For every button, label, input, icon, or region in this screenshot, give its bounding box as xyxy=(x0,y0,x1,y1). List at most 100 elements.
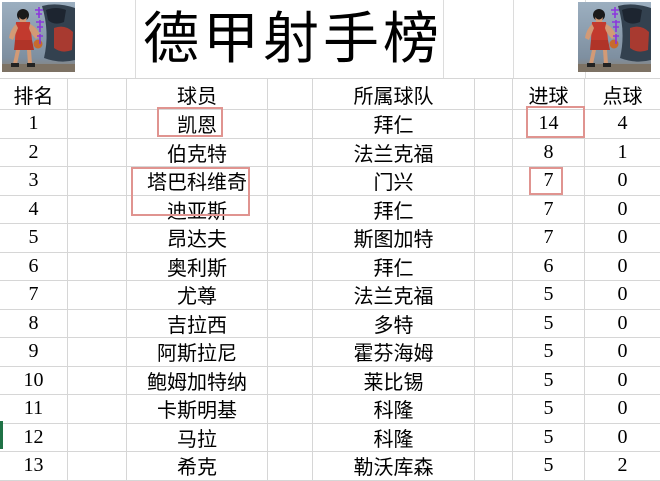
team-cell[interactable]: 拜仁 xyxy=(313,252,475,281)
spacer-cell[interactable] xyxy=(68,110,127,139)
penalties-cell[interactable]: 0 xyxy=(585,224,660,253)
rank-cell[interactable]: 6 xyxy=(0,252,68,281)
penalties-cell[interactable]: 2 xyxy=(585,452,660,481)
team-cell[interactable]: 多特 xyxy=(313,309,475,338)
spacer-cell[interactable] xyxy=(475,138,513,167)
spacer-cell[interactable] xyxy=(68,167,127,196)
penalties-cell[interactable]: 0 xyxy=(585,253,660,281)
spacer-cell[interactable] xyxy=(68,423,127,452)
player-cell[interactable]: 尤尊 xyxy=(127,281,268,310)
rank-cell[interactable]: 10 xyxy=(0,366,68,395)
goals-cell[interactable]: 5 xyxy=(513,452,585,481)
spacer-cell[interactable] xyxy=(68,338,127,367)
team-cell[interactable]: 莱比锡 xyxy=(313,366,475,395)
spacer-cell[interactable] xyxy=(475,423,513,452)
rank-cell[interactable]: 1 xyxy=(0,110,68,139)
spacer-cell[interactable] xyxy=(268,224,313,253)
spacer-cell[interactable] xyxy=(68,79,127,110)
goals-cell[interactable]: 7 xyxy=(513,167,585,196)
spacer-cell[interactable] xyxy=(475,366,513,395)
spacer-cell[interactable] xyxy=(68,195,127,224)
player-cell[interactable]: 阿斯拉尼 xyxy=(127,338,268,367)
team-cell[interactable]: 法兰克福 xyxy=(313,138,475,167)
penalties-cell[interactable]: 0 xyxy=(585,281,660,310)
spacer-cell[interactable] xyxy=(475,338,513,367)
spacer-cell[interactable] xyxy=(268,252,313,281)
spacer-cell[interactable] xyxy=(475,224,513,253)
penalties-cell[interactable]: 0 xyxy=(585,167,660,196)
spacer-cell[interactable] xyxy=(268,79,313,110)
goals-cell[interactable]: 7 xyxy=(513,224,585,253)
spacer-cell[interactable] xyxy=(268,110,313,139)
penalties-cell[interactable]: 0 xyxy=(585,395,660,424)
team-cell[interactable]: 科隆 xyxy=(313,395,475,424)
spacer-cell[interactable] xyxy=(268,195,313,224)
spacer-cell[interactable] xyxy=(475,110,513,139)
player-cell[interactable]: 希克 xyxy=(127,452,268,481)
spacer-cell[interactable] xyxy=(68,252,127,281)
rank-cell[interactable]: 4 xyxy=(0,195,68,224)
header-team[interactable]: 所属球队 xyxy=(313,79,475,110)
rank-cell[interactable]: 8 xyxy=(0,309,68,338)
spacer-cell[interactable] xyxy=(68,309,127,338)
goals-cell[interactable]: 7 xyxy=(513,195,585,224)
rank-cell[interactable]: 3 xyxy=(0,167,68,196)
penalties-cell[interactable]: 0 xyxy=(585,424,660,452)
spacer-cell[interactable] xyxy=(68,366,127,395)
rank-cell[interactable]: 12 xyxy=(0,423,68,452)
player-cell[interactable]: 伯克特 xyxy=(127,138,268,167)
spacer-cell[interactable] xyxy=(68,281,127,310)
spacer-cell[interactable] xyxy=(268,452,313,481)
player-cell[interactable]: 吉拉西 xyxy=(127,309,268,338)
player-cell[interactable]: 昂达夫 xyxy=(127,224,268,253)
player-cell[interactable]: 马拉 xyxy=(127,423,268,452)
rank-cell[interactable]: 7 xyxy=(0,281,68,310)
team-cell[interactable]: 斯图加特 xyxy=(313,224,475,253)
spacer-cell[interactable] xyxy=(68,224,127,253)
player-cell[interactable]: 塔巴科维奇 xyxy=(127,167,268,196)
goals-cell[interactable]: 6 xyxy=(513,252,585,281)
goals-cell[interactable]: 5 xyxy=(513,423,585,452)
penalties-cell[interactable]: 0 xyxy=(585,310,660,338)
rank-cell[interactable]: 11 xyxy=(0,395,68,424)
spacer-cell[interactable] xyxy=(268,309,313,338)
spacer-cell[interactable] xyxy=(268,423,313,452)
goals-cell[interactable]: 14 xyxy=(513,110,585,139)
spacer-cell[interactable] xyxy=(268,281,313,310)
penalties-cell[interactable]: 0 xyxy=(585,196,660,224)
team-cell[interactable]: 拜仁 xyxy=(313,110,475,139)
team-cell[interactable]: 法兰克福 xyxy=(313,281,475,310)
rank-cell[interactable]: 5 xyxy=(0,224,68,253)
spacer-cell[interactable] xyxy=(475,79,513,110)
penalties-cell[interactable]: 0 xyxy=(585,338,660,367)
player-cell[interactable]: 迪亚斯 xyxy=(127,195,268,224)
spacer-cell[interactable] xyxy=(475,195,513,224)
spacer-cell[interactable] xyxy=(68,395,127,424)
player-cell[interactable]: 凯恩 xyxy=(127,110,268,139)
spacer-cell[interactable] xyxy=(475,167,513,196)
player-cell[interactable]: 卡斯明基 xyxy=(127,395,268,424)
goals-cell[interactable]: 8 xyxy=(513,138,585,167)
team-cell[interactable]: 科隆 xyxy=(313,423,475,452)
rank-cell[interactable]: 9 xyxy=(0,338,68,367)
spacer-cell[interactable] xyxy=(475,395,513,424)
team-cell[interactable]: 霍芬海姆 xyxy=(313,338,475,367)
goals-cell[interactable]: 5 xyxy=(513,309,585,338)
rank-cell[interactable]: 13 xyxy=(0,452,68,481)
header-penalties[interactable]: 点球 xyxy=(585,79,660,110)
goals-cell[interactable]: 5 xyxy=(513,338,585,367)
spacer-cell[interactable] xyxy=(475,309,513,338)
player-cell[interactable]: 鲍姆加特纳 xyxy=(127,366,268,395)
spacer-cell[interactable] xyxy=(68,138,127,167)
team-cell[interactable]: 勒沃库森 xyxy=(313,452,475,481)
spacer-cell[interactable] xyxy=(268,167,313,196)
penalties-cell[interactable]: 0 xyxy=(585,367,660,395)
spacer-cell[interactable] xyxy=(475,252,513,281)
header-goals[interactable]: 进球 xyxy=(513,79,585,110)
team-cell[interactable]: 门兴 xyxy=(313,167,475,196)
header-rank[interactable]: 排名 xyxy=(0,79,68,110)
penalties-cell[interactable]: 4 xyxy=(585,110,660,139)
rank-cell[interactable]: 2 xyxy=(0,138,68,167)
spacer-cell[interactable] xyxy=(268,366,313,395)
goals-cell[interactable]: 5 xyxy=(513,281,585,310)
